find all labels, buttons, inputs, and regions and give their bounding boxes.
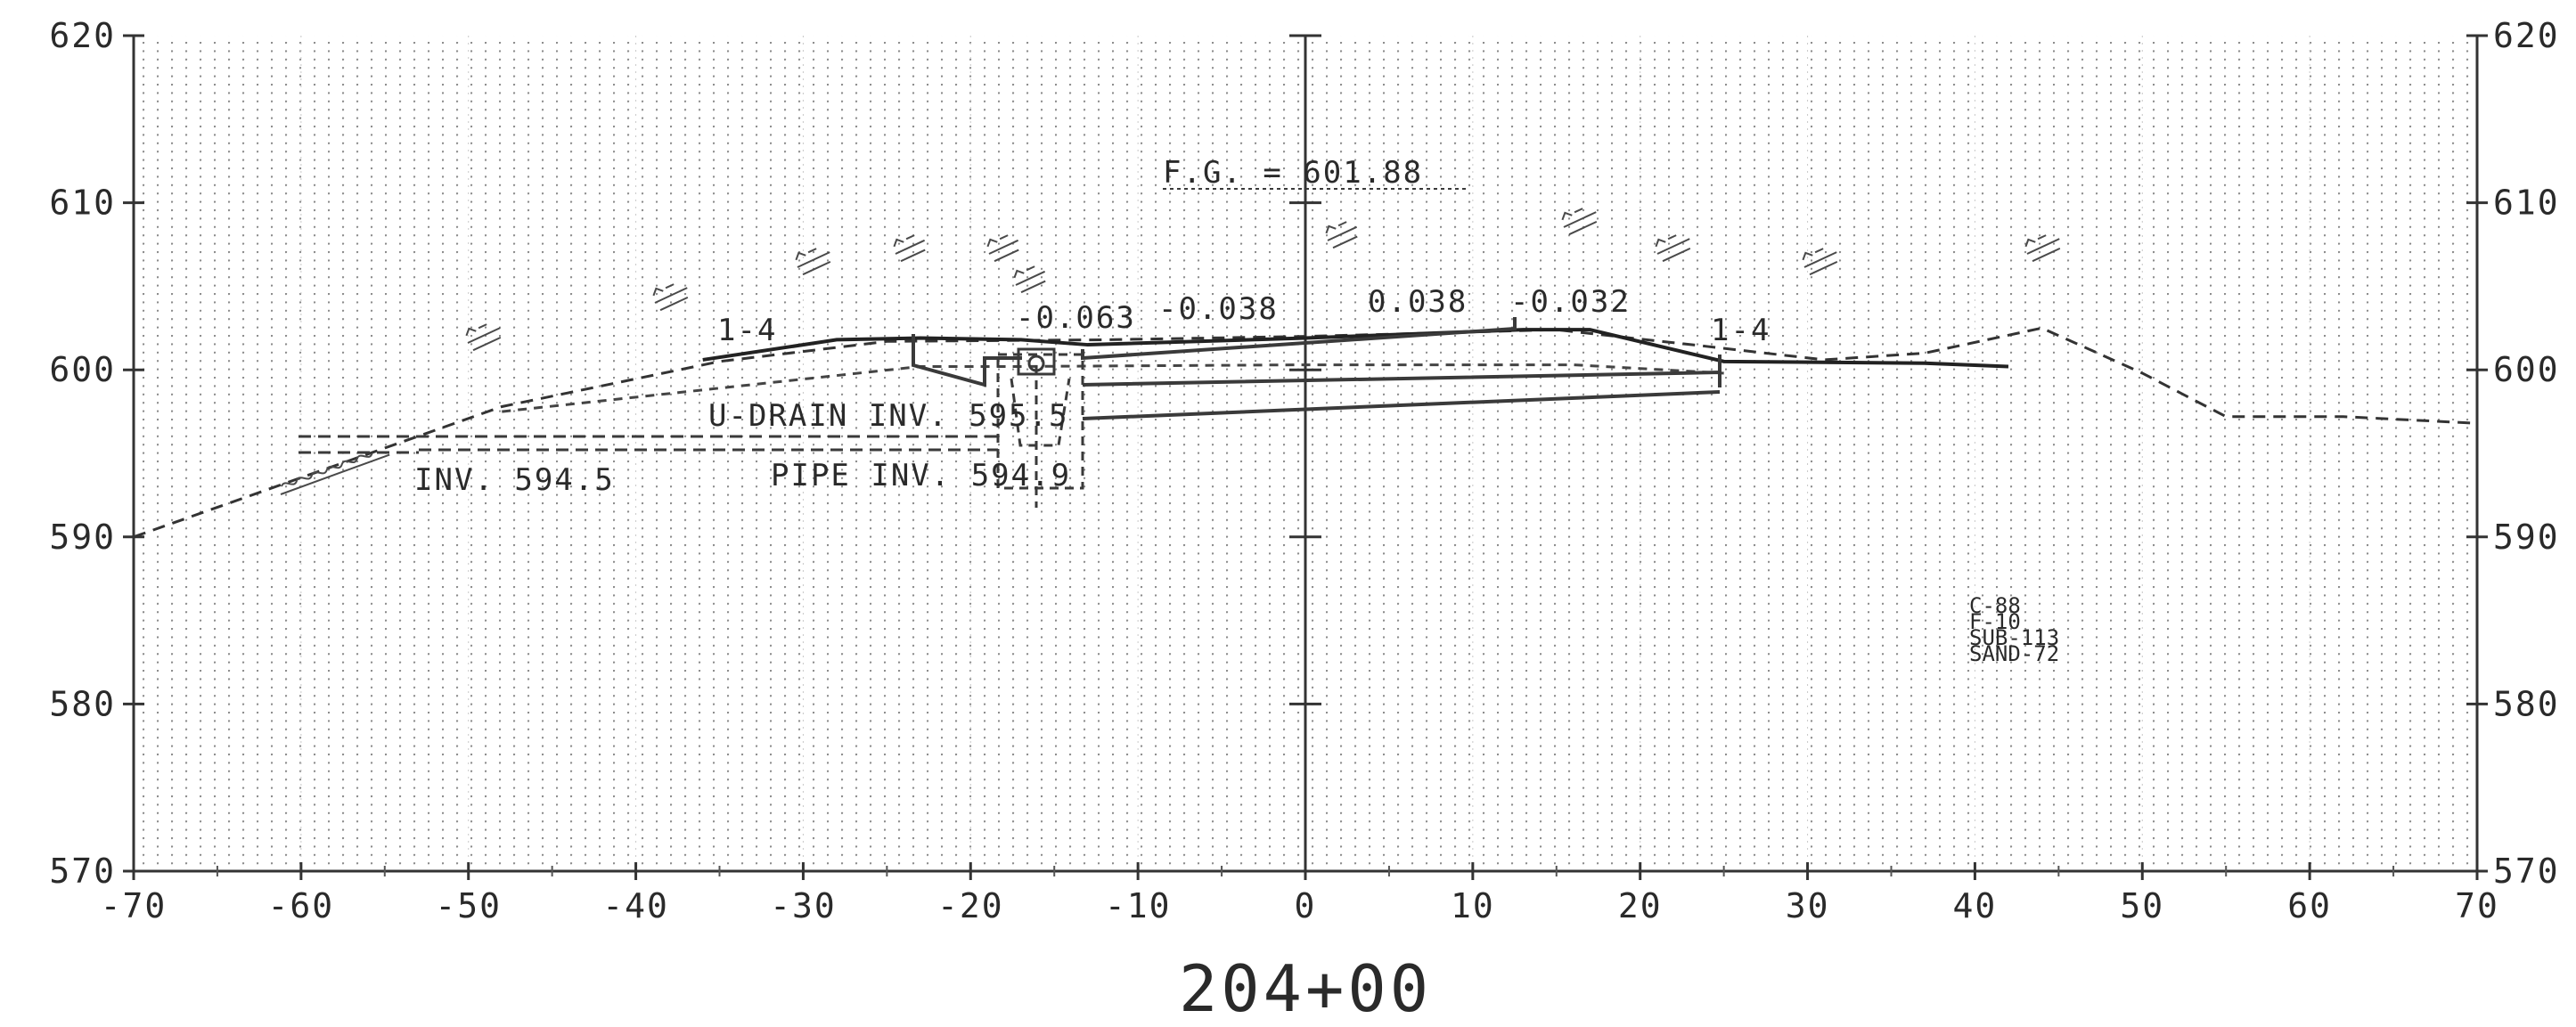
finished-grade-label: F.G. = 601.88	[1163, 155, 1423, 191]
profiles	[133, 326, 2478, 539]
slope-label-2: -0.038	[1158, 291, 1279, 327]
slope-label-4: -0.032	[1510, 284, 1631, 320]
y-tick-label-left: 620	[49, 16, 116, 55]
y-tick-label-left: 600	[49, 350, 116, 389]
station-label: 204+00	[1179, 951, 1432, 1026]
slope-label-3: 0.038	[1368, 284, 1468, 320]
finished-surface-line	[702, 328, 2009, 369]
y-tick-label-right: 610	[2493, 183, 2560, 223]
x-tick-label: 40	[1953, 886, 1998, 925]
svg-text:SUB-113: SUB-113	[1969, 625, 2059, 650]
x-tick-label: -30	[770, 886, 837, 925]
x-tick-label: -10	[1105, 886, 1172, 925]
x-tick-label: -60	[268, 886, 335, 925]
x-tick-label: -70	[101, 886, 168, 925]
side-slope-right-label: 1-4	[1711, 313, 1770, 348]
y-tick-label-left: 610	[49, 183, 116, 223]
underdrain-pipe	[1017, 347, 1056, 376]
pipe-label: PIPE INV. 594.9	[771, 458, 1071, 493]
x-tick-label: -20	[937, 886, 1004, 925]
x-tick-label: 70	[2455, 886, 2499, 925]
x-tick-label: 50	[2120, 886, 2164, 925]
side-slope-left-label: 1-4	[717, 313, 777, 348]
slope-label-1: -0.063	[1016, 300, 1136, 336]
u-drain-label: U-DRAIN INV. 595.5	[708, 398, 1068, 434]
y-tick-label-left: 570	[49, 852, 116, 891]
elevation-callout-scribbles	[280, 208, 2061, 495]
y-tick-label-right: 620	[2493, 16, 2560, 55]
y-tick-label-right: 580	[2493, 684, 2560, 723]
x-tick-label: 10	[1451, 886, 1495, 925]
x-tick-label: 60	[2287, 886, 2332, 925]
ditch-flowlines	[298, 435, 998, 454]
x-tick-label: 20	[1618, 886, 1663, 925]
x-tick-label: -40	[602, 886, 669, 925]
existing-ground-line	[133, 326, 2478, 539]
ditch-invert-label: INV. 594.5	[414, 462, 615, 498]
y-tick-label-right: 590	[2493, 518, 2560, 557]
y-tick-label-right: 600	[2493, 350, 2560, 389]
axis-ticks: -70 -60 -50 -40 -30 -20 -10 0 10 20 30 40 50 60 70 620 6…	[49, 16, 2560, 925]
y-tick-label-left: 580	[49, 684, 116, 723]
underdrain-trench	[996, 353, 1084, 508]
x-tick-label: 30	[1786, 886, 1830, 925]
x-tick-label: 0	[1295, 886, 1317, 925]
y-tick-label-right: 570	[2493, 852, 2560, 891]
subgrade-line	[502, 363, 1724, 413]
svg-text:C-88: C-88	[1969, 593, 2021, 618]
material-summary: C-88 F-10 SUB-113 SAND-72	[1969, 593, 2059, 666]
svg-text:SAND-72: SAND-72	[1969, 641, 2059, 666]
svg-text:F-10: F-10	[1969, 609, 2021, 634]
y-tick-label-left: 590	[49, 518, 116, 557]
x-tick-label: -50	[435, 886, 502, 925]
